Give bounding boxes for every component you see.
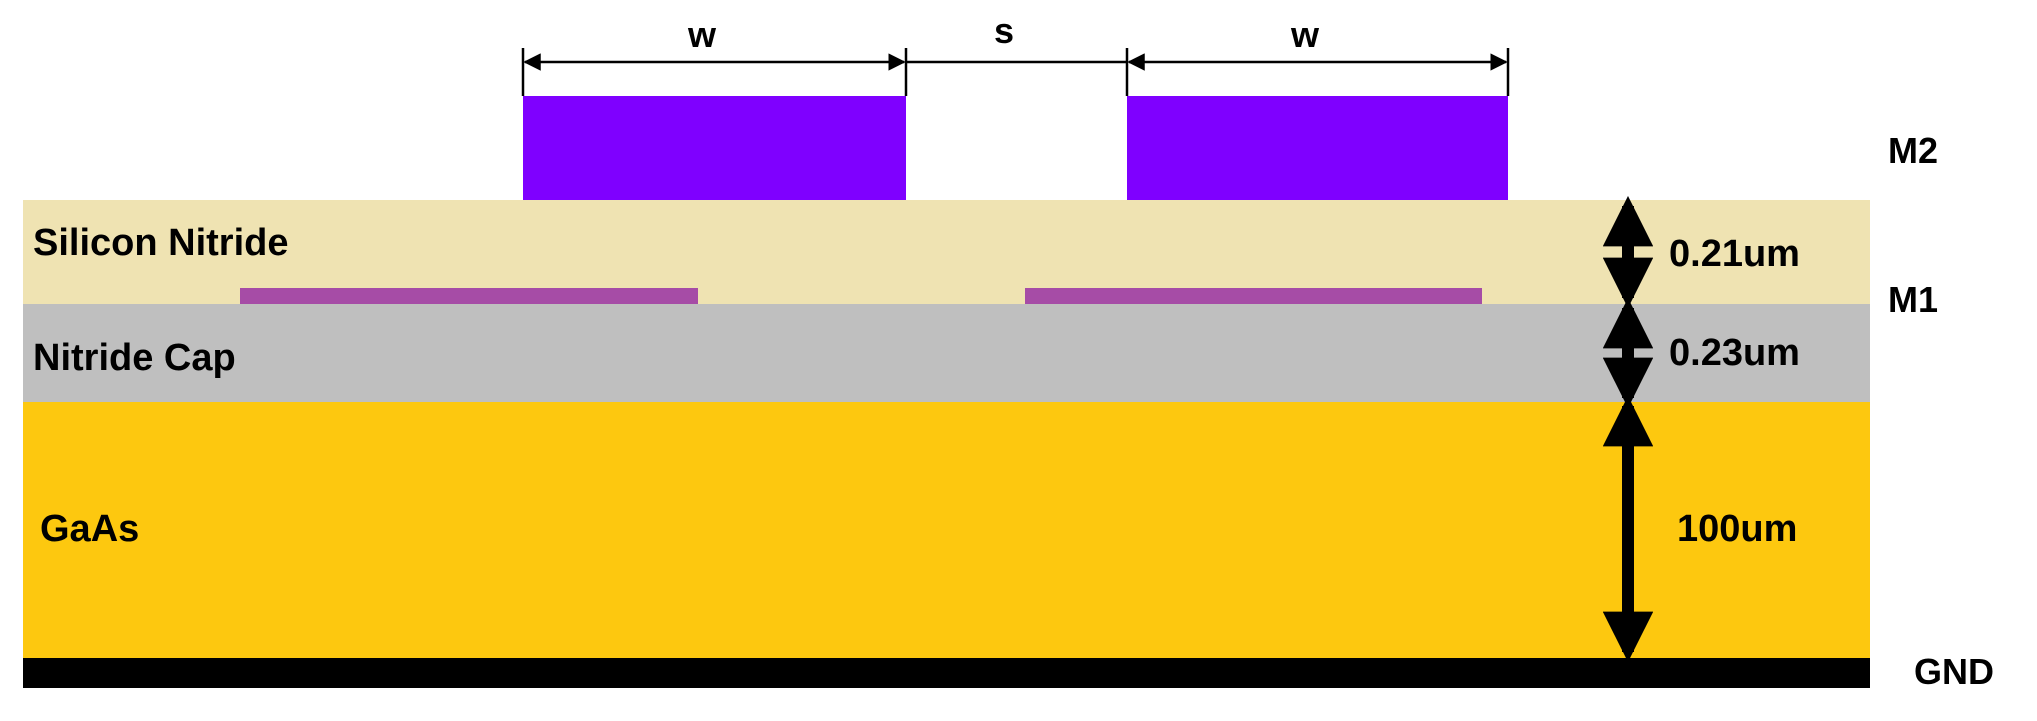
dimension-lines [521, 48, 1510, 96]
thickness-gaas: 100um [1677, 508, 1797, 550]
width-label-right: w [1290, 14, 1320, 55]
m1-conductor-right [1025, 288, 1482, 304]
m2-label: M2 [1888, 130, 1938, 171]
silicon-nitride-layer [23, 200, 1870, 304]
m2-conductor-left [523, 96, 906, 200]
spacing-label: s [994, 10, 1014, 51]
layer-name-silicon-nitride: Silicon Nitride [33, 222, 288, 264]
m2-conductor-right [1127, 96, 1508, 200]
m1-label: M1 [1888, 279, 1938, 320]
thickness-silicon-nitride: 0.21um [1669, 233, 1800, 275]
gaas-substrate-layer [23, 402, 1870, 658]
gnd-label: GND [1914, 651, 1994, 692]
nitride-cap-layer [23, 304, 1870, 402]
thickness-nitride-cap: 0.23um [1669, 332, 1800, 374]
m1-conductor-left [240, 288, 698, 304]
width-label-left: w [687, 14, 717, 55]
ground-plane [23, 658, 1870, 688]
layer-name-gaas: GaAs [40, 508, 139, 550]
layer-name-nitride-cap: Nitride Cap [33, 337, 236, 379]
